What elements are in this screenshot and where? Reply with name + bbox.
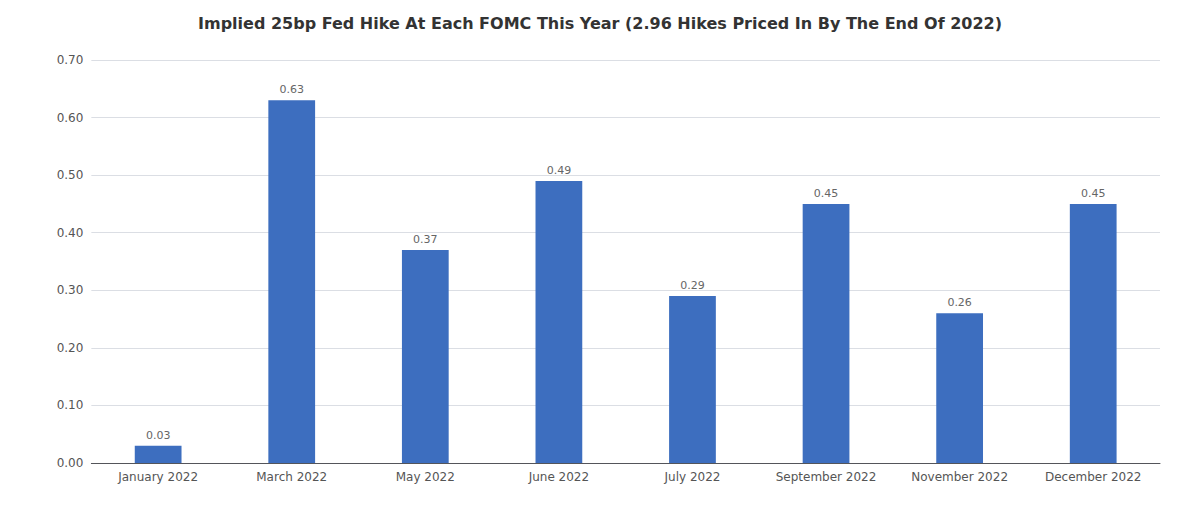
svg-text:November 2022: November 2022: [911, 470, 1008, 484]
svg-text:September 2022: September 2022: [776, 470, 877, 484]
svg-text:0.40: 0.40: [57, 226, 84, 240]
svg-text:0.70: 0.70: [57, 53, 84, 67]
svg-text:0.45: 0.45: [814, 187, 839, 200]
svg-text:0.03: 0.03: [146, 429, 171, 442]
svg-text:December 2022: December 2022: [1045, 470, 1142, 484]
svg-text:January 2022: January 2022: [117, 470, 198, 484]
svg-text:June 2022: June 2022: [528, 470, 590, 484]
svg-text:0.50: 0.50: [57, 168, 84, 182]
svg-text:July 2022: July 2022: [663, 470, 720, 484]
svg-text:0.29: 0.29: [680, 279, 705, 292]
svg-text:0.45: 0.45: [1081, 187, 1106, 200]
svg-text:0.26: 0.26: [947, 296, 972, 309]
svg-text:0.63: 0.63: [279, 83, 304, 96]
svg-text:Implied 25bp Fed Hike At Each: Implied 25bp Fed Hike At Each FOMC This …: [198, 14, 1002, 33]
svg-text:0.60: 0.60: [57, 111, 84, 125]
svg-text:0.10: 0.10: [57, 398, 84, 412]
svg-text:0.49: 0.49: [547, 164, 572, 177]
svg-text:0.20: 0.20: [57, 341, 84, 355]
svg-text:0.30: 0.30: [57, 283, 84, 297]
svg-text:0.00: 0.00: [57, 456, 84, 470]
svg-text:May 2022: May 2022: [396, 470, 455, 484]
svg-text:0.37: 0.37: [413, 233, 438, 246]
svg-text:March 2022: March 2022: [256, 470, 327, 484]
